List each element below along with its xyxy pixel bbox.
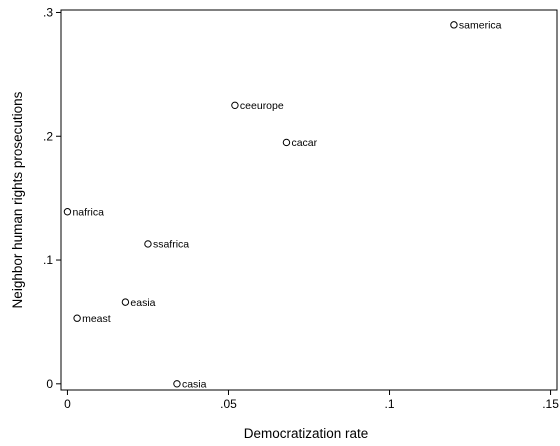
data-point-ceeurope: ceeurope — [231, 100, 284, 112]
data-point-easia: easia — [121, 297, 156, 309]
y-axis: 0 .1 .2 .3 — [43, 5, 61, 391]
y-tick-label: .2 — [43, 129, 53, 143]
x-tick-label: .15 — [542, 397, 559, 411]
point-label: ssafrica — [153, 239, 189, 251]
point-label: easia — [130, 297, 155, 309]
x-axis: 0 .05 .1 .15 — [64, 390, 559, 411]
y-tick-label: 0 — [46, 377, 53, 391]
point-marker — [282, 138, 291, 147]
plot-area-frame — [60, 9, 558, 391]
point-marker — [121, 298, 130, 306]
point-label: casia — [182, 379, 207, 391]
y-tick-label: .1 — [43, 253, 53, 267]
y-tick-label: .3 — [43, 5, 53, 19]
point-marker — [231, 101, 239, 110]
point-marker — [450, 21, 458, 29]
point-label: nafrica — [72, 207, 104, 219]
x-axis-title: Democratization rate — [244, 426, 369, 441]
data-point-ssafrica: ssafrica — [144, 239, 189, 251]
x-tick-label: 0 — [64, 397, 71, 411]
point-marker — [173, 380, 181, 388]
point-marker — [73, 314, 81, 322]
data-point-nafrica: nafrica — [63, 207, 104, 219]
data-points: samerica ceeurope cacar nafrica ssafrica easi… — [63, 20, 502, 391]
data-point-casia: casia — [173, 379, 207, 391]
y-axis-title: Neighbor human rights prosecutions — [10, 91, 25, 308]
data-point-cacar: cacar — [282, 137, 318, 149]
data-point-meast: meast — [73, 313, 111, 325]
point-label: meast — [82, 313, 111, 325]
point-label: ceeurope — [240, 100, 284, 112]
point-label: samerica — [459, 20, 502, 32]
point-label: cacar — [291, 137, 317, 149]
x-tick-label: .1 — [385, 397, 395, 411]
x-tick-label: .05 — [220, 397, 237, 411]
point-marker — [144, 240, 152, 248]
data-point-samerica: samerica — [450, 20, 502, 32]
point-marker — [63, 208, 72, 216]
